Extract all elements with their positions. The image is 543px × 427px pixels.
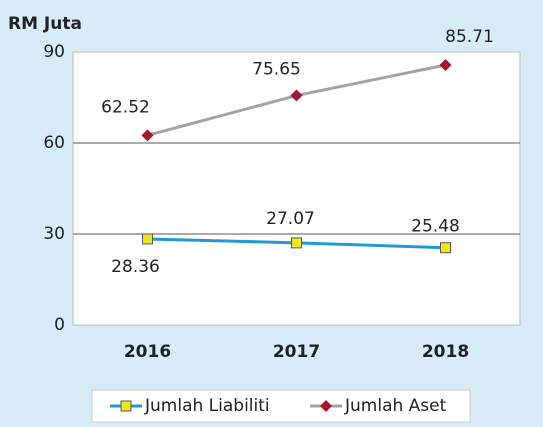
marker [439, 59, 452, 72]
x-tick-label: 2016 [124, 342, 171, 362]
marker [440, 242, 451, 254]
x-tick-label: 2018 [422, 342, 469, 362]
marker [291, 237, 302, 249]
x-tick-label: 2017 [273, 342, 320, 362]
data-label: 27.07 [266, 209, 315, 229]
marker [290, 89, 303, 102]
data-label: 62.52 [101, 97, 150, 117]
y-tick-label: 30 [43, 224, 65, 244]
data-label: 85.71 [445, 27, 494, 47]
legend-label: Jumlah Aset [344, 396, 447, 416]
y-tick-label: 60 [43, 133, 65, 153]
legend-label: Jumlah Liabiliti [144, 396, 270, 416]
data-label: 25.48 [411, 217, 460, 237]
marker [320, 400, 332, 412]
data-label: 75.65 [252, 60, 301, 80]
y-tick-label: 0 [54, 315, 65, 335]
marker [142, 233, 153, 245]
marker [120, 400, 132, 412]
marker [141, 129, 154, 142]
y-axis-label: RM Juta [8, 14, 82, 34]
y-tick-label: 90 [43, 42, 65, 62]
data-label: 28.36 [111, 257, 160, 277]
legend-box [91, 389, 471, 423]
